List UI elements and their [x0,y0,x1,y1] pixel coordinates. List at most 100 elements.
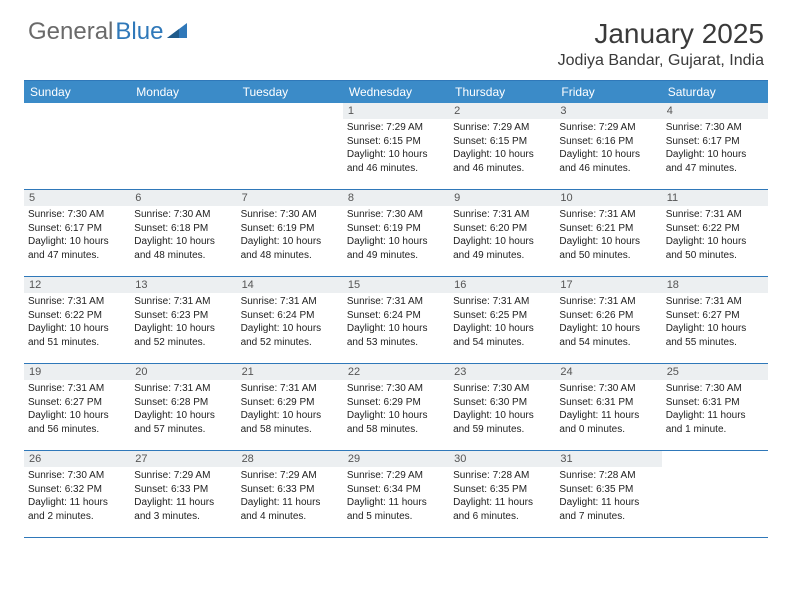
sunrise-text: Sunrise: 7:30 AM [666,121,764,135]
day-number: 16 [449,277,555,293]
day-cell: 8Sunrise: 7:30 AMSunset: 6:19 PMDaylight… [343,190,449,276]
sunrise-text: Sunrise: 7:29 AM [241,469,339,483]
day-number: 28 [237,451,343,467]
day-cell: 2Sunrise: 7:29 AMSunset: 6:15 PMDaylight… [449,103,555,189]
day-cell-body: Sunrise: 7:30 AMSunset: 6:18 PMDaylight:… [130,208,236,266]
day-cell [237,103,343,189]
day-cell: 6Sunrise: 7:30 AMSunset: 6:18 PMDaylight… [130,190,236,276]
week-row: 26Sunrise: 7:30 AMSunset: 6:32 PMDayligh… [24,451,768,538]
day-cell-body: Sunrise: 7:29 AMSunset: 6:34 PMDaylight:… [343,469,449,527]
day-cell: 29 Sunrise: 7:29 AMSunset: 6:34 PMDayligh… [343,451,449,537]
daylight-text: Daylight: 10 hours and 57 minutes. [134,409,232,436]
sunset-text: Sunset: 6:28 PM [134,396,232,410]
day-cell [24,103,130,189]
logo-sail-icon [167,21,189,44]
day-number: 30 [449,451,555,467]
day-cell-body [662,457,768,461]
day-number: 29 [343,451,449,467]
day-header-row: SundayMondayTuesdayWednesdayThursdayFrid… [24,81,768,103]
sunrise-text: Sunrise: 7:28 AM [453,469,551,483]
sunset-text: Sunset: 6:35 PM [453,483,551,497]
day-header: Thursday [449,81,555,103]
week-row: 12Sunrise: 7:31 AMSunset: 6:22 PMDayligh… [24,277,768,364]
day-cell-body: Sunrise: 7:29 AMSunset: 6:16 PMDaylight:… [555,121,661,179]
sunset-text: Sunset: 6:19 PM [347,222,445,236]
day-cell: 14 Sunrise: 7:31 AMSunset: 6:24 PMDayligh… [237,277,343,363]
day-cell: 5 Sunrise: 7:30 AMSunset: 6:17 PMDaylight… [24,190,130,276]
day-cell: 20 Sunrise: 7:31 AMSunset: 6:28 PMDayligh… [130,364,236,450]
day-number: 2 [449,103,555,119]
day-number: 14 [237,277,343,293]
day-number: 26 [24,451,130,467]
week-row: 5Sunrise: 7:30 AMSunset: 6:17 PMDaylight… [24,190,768,277]
day-number: 4 [662,103,768,119]
title-block: January 2025 Jodiya Bandar, Gujarat, Ind… [558,18,764,70]
sunset-text: Sunset: 6:23 PM [134,309,232,323]
sunset-text: Sunset: 6:30 PM [453,396,551,410]
daylight-text: Daylight: 10 hours and 50 minutes. [559,235,657,262]
sunrise-text: Sunrise: 7:31 AM [559,295,657,309]
day-cell: 9 Sunrise: 7:31 AMSunset: 6:20 PMDaylight… [449,190,555,276]
sunset-text: Sunset: 6:27 PM [666,309,764,323]
sunrise-text: Sunrise: 7:28 AM [559,469,657,483]
day-cell-body [130,109,236,113]
location-subtitle: Jodiya Bandar, Gujarat, India [558,52,764,70]
sunrise-text: Sunrise: 7:29 AM [134,469,232,483]
sunset-text: Sunset: 6:31 PM [559,396,657,410]
day-cell-body: Sunrise: 7:30 AMSunset: 6:31 PMDaylight:… [555,382,661,440]
week-row: 19 Sunrise: 7:31 AMSunset: 6:27 PMDayligh… [24,364,768,451]
sunrise-text: Sunrise: 7:30 AM [666,382,764,396]
month-title: January 2025 [558,18,764,50]
day-number: 20 [130,364,236,380]
day-cell: 21Sunrise: 7:31 AMSunset: 6:29 PMDayligh… [237,364,343,450]
day-cell-body: Sunrise: 7:31 AMSunset: 6:24 PMDaylight:… [237,295,343,353]
daylight-text: Daylight: 10 hours and 47 minutes. [666,148,764,175]
sunset-text: Sunset: 6:31 PM [666,396,764,410]
day-header: Monday [130,81,236,103]
sunset-text: Sunset: 6:17 PM [28,222,126,236]
day-number: 17 [555,277,661,293]
day-cell-body: Sunrise: 7:31 AMSunset: 6:20 PMDaylight:… [449,208,555,266]
day-number: 9 [449,190,555,206]
logo: General Blue [28,18,189,46]
daylight-text: Daylight: 10 hours and 58 minutes. [241,409,339,436]
day-cell-body [237,109,343,113]
day-cell: 18Sunrise: 7:31 AMSunset: 6:27 PMDayligh… [662,277,768,363]
day-header: Tuesday [237,81,343,103]
sunrise-text: Sunrise: 7:31 AM [453,295,551,309]
sunrise-text: Sunrise: 7:31 AM [134,295,232,309]
daylight-text: Daylight: 10 hours and 46 minutes. [453,148,551,175]
sunrise-text: Sunrise: 7:31 AM [241,295,339,309]
day-number: 19 [24,364,130,380]
calendar: SundayMondayTuesdayWednesdayThursdayFrid… [24,80,768,538]
day-number [237,103,343,107]
day-cell [662,451,768,537]
sunset-text: Sunset: 6:29 PM [347,396,445,410]
day-cell: 15Sunrise: 7:31 AMSunset: 6:24 PMDayligh… [343,277,449,363]
day-cell-body: Sunrise: 7:30 AMSunset: 6:19 PMDaylight:… [343,208,449,266]
day-cell: 23Sunrise: 7:30 AMSunset: 6:30 PMDayligh… [449,364,555,450]
day-cell-body: Sunrise: 7:30 AMSunset: 6:17 PMDaylight:… [24,208,130,266]
day-number: 5 [24,190,130,206]
day-cell: 31Sunrise: 7:28 AMSunset: 6:35 PMDayligh… [555,451,661,537]
day-cell: 12Sunrise: 7:31 AMSunset: 6:22 PMDayligh… [24,277,130,363]
sunrise-text: Sunrise: 7:29 AM [347,469,445,483]
day-cell: 4 Sunrise: 7:30 AMSunset: 6:17 PMDaylight… [662,103,768,189]
day-cell-body: Sunrise: 7:31 AMSunset: 6:22 PMDaylight:… [662,208,768,266]
sunrise-text: Sunrise: 7:31 AM [28,295,126,309]
sunset-text: Sunset: 6:22 PM [666,222,764,236]
day-cell-body: Sunrise: 7:30 AMSunset: 6:17 PMDaylight:… [662,121,768,179]
day-cell-body: Sunrise: 7:31 AMSunset: 6:28 PMDaylight:… [130,382,236,440]
day-number: 15 [343,277,449,293]
day-cell-body: Sunrise: 7:31 AMSunset: 6:27 PMDaylight:… [24,382,130,440]
day-cell: 10Sunrise: 7:31 AMSunset: 6:21 PMDayligh… [555,190,661,276]
sunrise-text: Sunrise: 7:29 AM [347,121,445,135]
day-cell: 27Sunrise: 7:29 AMSunset: 6:33 PMDayligh… [130,451,236,537]
day-number [130,103,236,107]
day-number: 23 [449,364,555,380]
sunrise-text: Sunrise: 7:30 AM [241,208,339,222]
sunset-text: Sunset: 6:26 PM [559,309,657,323]
day-number: 3 [555,103,661,119]
sunset-text: Sunset: 6:25 PM [453,309,551,323]
sunrise-text: Sunrise: 7:30 AM [28,208,126,222]
